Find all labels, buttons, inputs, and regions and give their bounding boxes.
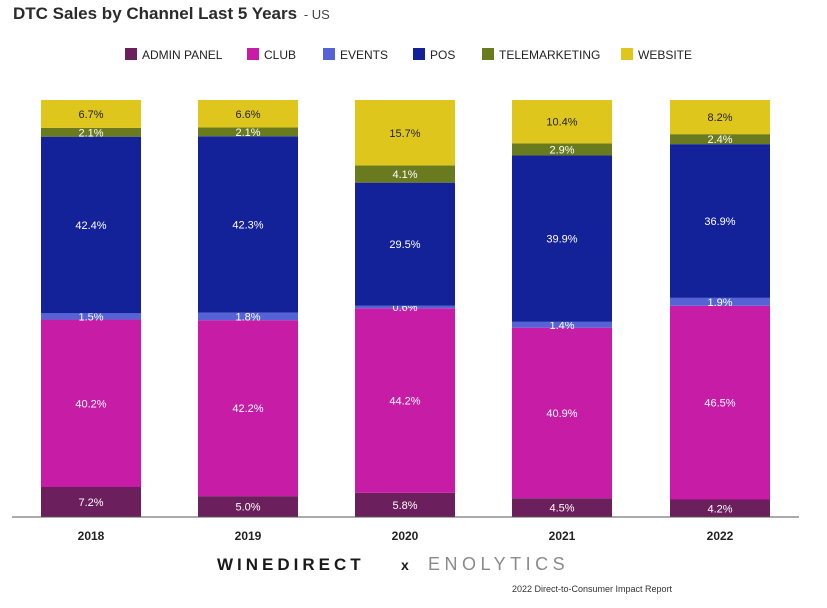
bar-2020: 5.8%44.2%0.6%29.5%4.1%15.7% bbox=[355, 100, 455, 517]
data-label: 10.4% bbox=[546, 117, 577, 129]
bar-2019: 5.0% 42.2% 1.8% 42.3% 2.1% 6.6% bbox=[198, 100, 298, 517]
bar-segment-website bbox=[512, 100, 612, 144]
data-label: 4.1% bbox=[392, 169, 417, 181]
legend-swatch bbox=[247, 48, 259, 60]
bar-segment-admin-panel bbox=[512, 498, 612, 517]
data-label: 46.5% bbox=[704, 398, 735, 410]
data-label: 1.4% bbox=[549, 320, 574, 332]
legend-item-website: WEBSITE bbox=[621, 48, 692, 62]
data-label: 15.7% bbox=[389, 128, 420, 140]
legend-swatch bbox=[482, 48, 494, 60]
legend-item-telemarketing: TELEMARKETING bbox=[482, 48, 600, 62]
data-label: 8.2% bbox=[707, 112, 732, 124]
bar-segment-pos bbox=[41, 136, 141, 314]
bar-segment-website bbox=[355, 100, 455, 166]
bar-segment-telemarketing bbox=[355, 165, 455, 183]
bar-segment-pos bbox=[355, 182, 455, 306]
bar-segment-club bbox=[198, 320, 298, 497]
data-label: 1.8% bbox=[235, 311, 260, 323]
legend-label: POS bbox=[430, 48, 455, 62]
legend-swatch bbox=[621, 48, 633, 60]
data-label: 6.6% bbox=[235, 109, 260, 121]
bar-segment-admin-panel bbox=[670, 499, 770, 517]
legend: ADMIN PANEL CLUB EVENTS POS TELEMARKETING WEB… bbox=[125, 48, 692, 62]
data-label: 2.1% bbox=[235, 127, 260, 139]
data-label: 42.3% bbox=[232, 219, 263, 231]
legend-label: WEBSITE bbox=[638, 48, 692, 62]
bar-segment-telemarketing bbox=[198, 127, 298, 137]
data-label: 39.9% bbox=[546, 234, 577, 246]
data-label: 40.9% bbox=[546, 408, 577, 420]
data-label: 5.8% bbox=[392, 500, 417, 512]
bar-segment-telemarketing bbox=[670, 134, 770, 145]
data-label: 2.9% bbox=[549, 144, 574, 156]
data-label: 7.2% bbox=[78, 497, 103, 509]
bar-segment-events bbox=[355, 305, 455, 309]
report-label: 2022 Direct-to-Consumer Impact Report bbox=[512, 584, 673, 594]
data-label: 5.0% bbox=[235, 502, 260, 514]
legend-item-pos: POS bbox=[413, 48, 455, 62]
legend-swatch bbox=[125, 48, 137, 60]
data-label: 36.9% bbox=[704, 216, 735, 228]
bar-segment-club bbox=[512, 327, 612, 499]
data-label: 29.5% bbox=[389, 239, 420, 251]
enolytics-logo: ENOLYTICS bbox=[428, 554, 570, 574]
x-tick-label: 2021 bbox=[549, 529, 576, 543]
bar-segment-website bbox=[198, 100, 298, 128]
data-label: 6.7% bbox=[78, 109, 103, 121]
legend-label: ADMIN PANEL bbox=[142, 48, 223, 62]
winedirect-logo: WINEDIRECT bbox=[217, 555, 365, 574]
bar-segment-events bbox=[41, 313, 141, 320]
legend-item-club: CLUB bbox=[247, 48, 296, 62]
x-tick-label: 2022 bbox=[707, 529, 734, 543]
chart-title: DTC Sales by Channel Last 5 Years - US bbox=[13, 4, 330, 24]
data-label: 2.4% bbox=[707, 134, 732, 146]
legend-item-events: EVENTS bbox=[323, 48, 388, 62]
legend-label: EVENTS bbox=[340, 48, 388, 62]
bar-segment-pos bbox=[512, 155, 612, 322]
x-tick-label: 2019 bbox=[235, 529, 262, 543]
legend-swatch bbox=[323, 48, 335, 60]
data-label: 44.2% bbox=[389, 396, 420, 408]
data-label: 42.2% bbox=[232, 403, 263, 415]
brand-separator: x bbox=[401, 557, 409, 573]
bar-2018: 7.2% 40.2% 1.5% 42.4% 2.1% 6.7% bbox=[41, 100, 141, 517]
bar-segment-website bbox=[41, 100, 141, 128]
bar-segment-pos bbox=[198, 136, 298, 313]
x-tick-label: 2018 bbox=[78, 529, 105, 543]
x-tick-label: 2020 bbox=[392, 529, 419, 543]
data-label: 1.5% bbox=[78, 311, 103, 323]
data-label: 4.5% bbox=[549, 503, 574, 515]
bar-2022: 4.2% 46.5% 1.9% 36.9% 2.4% 8.2% bbox=[670, 100, 770, 517]
bar-segment-pos bbox=[670, 144, 770, 298]
legend-label: CLUB bbox=[264, 48, 296, 62]
bar-segment-club bbox=[355, 308, 455, 493]
data-label: 2.1% bbox=[78, 127, 103, 139]
data-label: 40.2% bbox=[75, 398, 106, 410]
data-label: 1.9% bbox=[707, 297, 732, 309]
bar-segment-club bbox=[41, 319, 141, 488]
bar-segment-admin-panel bbox=[41, 487, 141, 517]
bar-2021: 4.5% 40.9% 1.4% 39.9% 2.9% 10.4% bbox=[512, 100, 612, 517]
legend-swatch bbox=[413, 48, 425, 60]
chart-subtitle: - US bbox=[303, 7, 330, 22]
legend-item-admin-panel: ADMIN PANEL bbox=[125, 48, 223, 62]
bar-segment-telemarketing bbox=[512, 143, 612, 156]
bar-segment-events bbox=[198, 312, 298, 321]
bar-segment-admin-panel bbox=[355, 492, 455, 517]
data-label: 4.2% bbox=[707, 503, 732, 515]
bars: 7.2% 40.2% 1.5% 42.4% 2.1% 6.7% 5.0% 42.2% 1.8% 4… bbox=[41, 100, 770, 517]
bar-segment-events bbox=[512, 321, 612, 328]
chart-title-text: DTC Sales by Channel Last 5 Years bbox=[13, 4, 298, 23]
bar-segment-admin-panel bbox=[198, 496, 298, 517]
bar-segment-events bbox=[670, 297, 770, 306]
legend-label: TELEMARKETING bbox=[499, 48, 600, 62]
bar-segment-telemarketing bbox=[41, 127, 141, 137]
data-label: 42.4% bbox=[75, 220, 106, 232]
x-axis-tick-labels: 2018 2019 2020 2021 2022 bbox=[78, 529, 734, 543]
bar-segment-club bbox=[670, 305, 770, 500]
bar-segment-website bbox=[670, 100, 770, 135]
